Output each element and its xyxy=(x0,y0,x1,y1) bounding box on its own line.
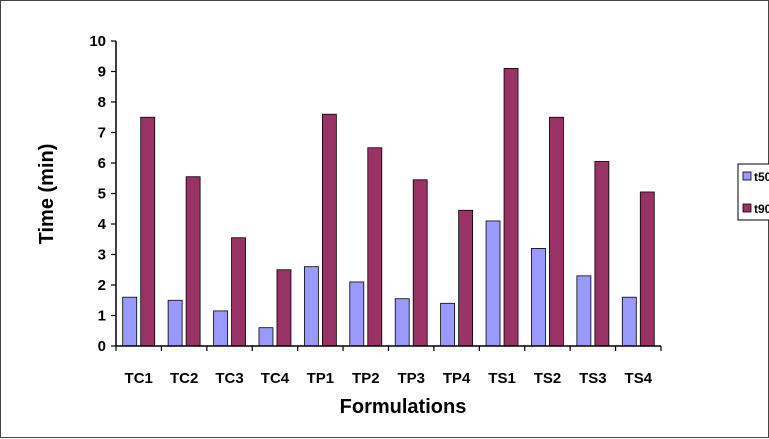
x-axis-title: Formulations xyxy=(340,396,467,418)
legend-label-t90: t90% xyxy=(754,202,769,216)
bar-t90-ts2 xyxy=(549,116,564,347)
bar-t50-ts4 xyxy=(621,296,637,347)
y-tick-label: 6 xyxy=(98,155,106,172)
y-tick-label: 3 xyxy=(98,247,106,264)
bar-t90-ts4 xyxy=(639,191,655,347)
y-tick-label: 5 xyxy=(98,186,106,203)
bar-t90-tc2 xyxy=(185,176,201,347)
x-tick-label: TP2 xyxy=(352,370,380,387)
x-tick-label: TP4 xyxy=(443,370,471,387)
bar-t90-tc1 xyxy=(140,116,156,347)
bar-t50-tc3 xyxy=(213,310,228,347)
x-tick-label: TP3 xyxy=(397,370,425,387)
bar-t50-tp3 xyxy=(394,298,410,347)
x-tick-label: TC2 xyxy=(170,370,198,387)
bar-t90-ts1 xyxy=(503,68,519,347)
bar-t50-ts2 xyxy=(531,247,546,347)
x-tick-label: TC3 xyxy=(215,370,243,387)
bar-t50-tc2 xyxy=(167,299,183,347)
bar-t90-tp4 xyxy=(458,209,474,347)
bar-t50-ts1 xyxy=(485,220,501,347)
y-tick-label: 1 xyxy=(98,308,106,325)
x-tick-label: TS2 xyxy=(534,370,562,387)
bar-t90-tp3 xyxy=(412,179,428,347)
bar-t90-tp2 xyxy=(367,147,383,347)
bar-t50-tc1 xyxy=(122,296,138,347)
legend-swatch-t50 xyxy=(742,171,752,181)
y-tick-label: 8 xyxy=(98,94,106,111)
x-tick-label: TS3 xyxy=(579,370,607,387)
x-tick-label: TC4 xyxy=(261,370,290,387)
legend: t50% t90% xyxy=(737,163,769,221)
y-tick-label: 7 xyxy=(98,125,106,142)
y-tick-label: 4 xyxy=(98,216,107,233)
bar-t90-tc3 xyxy=(231,237,246,347)
y-tick-label: 0 xyxy=(98,338,106,355)
bar-t50-tc4 xyxy=(258,327,274,347)
x-tick-label: TS4 xyxy=(625,370,653,387)
bar-t90-ts3 xyxy=(594,161,610,347)
bars-group xyxy=(122,68,655,347)
x-axis-ticks: TC1 TC2 TC3 TC4 TP1 TP2 TP3 TP4 TS1 TS2 TS3 TS4 xyxy=(115,346,662,387)
legend-label-t50: t50% xyxy=(754,170,769,184)
bar-t50-tp1 xyxy=(303,266,319,347)
bar-t50-tp4 xyxy=(440,302,456,347)
bar-t50-tp2 xyxy=(349,281,365,347)
bar-t50-ts3 xyxy=(576,275,592,347)
y-axis-title: Time (min) xyxy=(36,144,58,245)
legend-swatch-t90 xyxy=(742,203,752,213)
y-tick-label: 2 xyxy=(98,277,106,294)
y-tick-label: 9 xyxy=(98,64,106,81)
x-tick-label: TP1 xyxy=(307,370,335,387)
x-tick-label: TS1 xyxy=(488,370,516,387)
x-tick-label: TC1 xyxy=(125,370,153,387)
y-axis-ticks: 0 1 2 3 4 5 6 7 8 9 10 xyxy=(89,33,116,355)
bar-t90-tc4 xyxy=(276,269,292,347)
bar-t90-tp1 xyxy=(321,113,337,347)
y-tick-label: 10 xyxy=(89,33,106,50)
